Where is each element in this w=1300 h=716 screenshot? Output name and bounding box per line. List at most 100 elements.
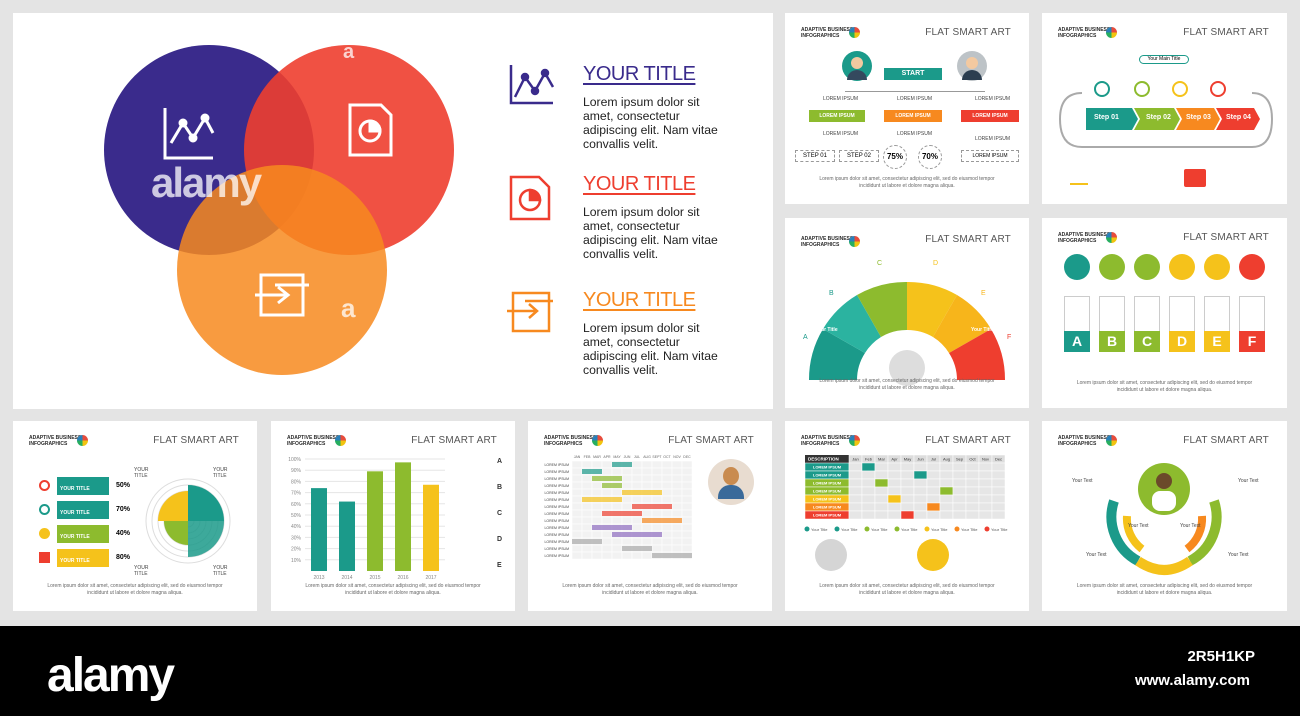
y-tick-label: 90% [291, 468, 302, 474]
matrix-cell [874, 486, 889, 496]
avatar [815, 539, 847, 571]
matrix-cell [848, 486, 863, 496]
gantt-cell [631, 481, 643, 490]
letter-box: A [1064, 331, 1090, 352]
matrix-month: Dec [995, 457, 1002, 462]
gantt-cell [631, 467, 643, 476]
avatar [1099, 254, 1125, 280]
matrix-cell [991, 470, 1006, 480]
legend-label: Your Title [871, 527, 888, 532]
letter-box: E [1204, 331, 1230, 352]
matrix-cell [900, 502, 915, 512]
gantt-cell [661, 474, 673, 483]
gantt-bar [602, 483, 622, 488]
matrix-cell [978, 470, 993, 480]
legend-dot [984, 526, 990, 532]
stock-url[interactable]: www.alamy.com [1134, 672, 1250, 689]
gantt-cell [681, 502, 693, 511]
matrix-cell [926, 478, 941, 488]
matrix-cell [874, 510, 889, 520]
avatar [957, 51, 987, 81]
avatar [1204, 254, 1230, 280]
gantt-slide: ADAPTIVE BUSINESS INFOGRAPHICS FLAT SMART… [528, 421, 772, 611]
x-tick-label: 2016 [397, 575, 408, 581]
corner-label: YOUR TITLE [134, 565, 149, 577]
matrix-cell [900, 486, 915, 496]
matrix-cell [900, 478, 915, 488]
gantt-cell [671, 460, 683, 469]
gantt-cell [661, 544, 673, 553]
gantt-cell [591, 460, 603, 469]
main-slide: alamy a a YOUR TITLE Lorem ipsum dolor s… [13, 13, 773, 409]
bar-chart: 100% 90% 80% 70% 60% 50% 40% 30% 20% 10% 2013 2014 2… [288, 457, 502, 581]
gantt-cell [571, 551, 583, 560]
matrix-cell [874, 502, 889, 512]
cycle-label: Your Text [1228, 552, 1249, 558]
gantt-cell [601, 516, 613, 525]
step-box: STEP 02 [839, 150, 879, 162]
matrix-cell [978, 510, 993, 520]
percent-value: 40% [116, 530, 131, 537]
percent-circle: 75% [883, 145, 907, 169]
matrix-cell [848, 494, 863, 504]
gantt-month: APR [603, 455, 611, 459]
matrix-cell [900, 470, 915, 480]
gantt-cell [571, 516, 583, 525]
legend-dot [954, 526, 960, 532]
matrix-month: Aug [943, 457, 950, 462]
gantt-cell [571, 502, 583, 511]
matrix-cell [900, 494, 915, 504]
gantt-bar [612, 532, 662, 537]
alarm-icon [39, 480, 50, 491]
percent-circle: 70% [918, 145, 942, 169]
matrix-month: Oct [969, 457, 976, 462]
matrix-cell [861, 478, 876, 488]
matrix-cell [991, 486, 1006, 496]
gantt-month: JUL [634, 455, 640, 459]
gantt-cell [641, 509, 653, 518]
item-title: YOUR TITLE [583, 289, 696, 311]
y-tick-label: 80% [291, 479, 302, 485]
matrix-cell [965, 486, 980, 496]
item-body: Lorem ipsum dolor sit amet, consectetur … [583, 205, 718, 261]
brand-logo-icon [77, 435, 88, 446]
gantt-row-label: LOREM IPSUM [544, 519, 569, 523]
image-id: 2R5H1KP [1187, 648, 1255, 665]
segment-letter: D [933, 260, 939, 267]
step-box: STEP 01 [795, 150, 835, 162]
segment-title: Your Title [971, 327, 994, 333]
percent-value: 70% [116, 506, 131, 513]
matrix-cell [952, 470, 967, 480]
home-icon [39, 552, 50, 563]
gantt-cell [631, 516, 643, 525]
matrix-cell [887, 494, 902, 504]
matrix-cell [939, 478, 954, 488]
gantt-cell [661, 495, 673, 504]
gantt-cell [651, 544, 663, 553]
matrix-cell [939, 470, 954, 480]
step-label: Step 04 [1226, 114, 1251, 121]
segment-letter: B [829, 290, 834, 297]
bulb-icon [39, 528, 50, 539]
gantt-cell [601, 544, 613, 553]
matrix-cell [952, 478, 967, 488]
gantt-bar [582, 497, 622, 502]
gantt-cell [651, 495, 663, 504]
item-title: YOUR TITLE [583, 173, 696, 195]
avatar [1169, 254, 1195, 280]
cycle-label: Your Text [1180, 523, 1201, 529]
matrix-month: Jun [917, 457, 923, 462]
matrix-cell [913, 462, 928, 472]
matrix-cell [848, 462, 863, 472]
gantt-cell [651, 537, 663, 546]
gantt-cell [681, 481, 693, 490]
radial-chart [145, 478, 231, 564]
slide-header: FLAT SMART ART [925, 435, 1011, 446]
x-tick-label: 2013 [313, 575, 324, 581]
gantt-cell [671, 502, 683, 511]
brand-label: ADAPTIVE BUSINESS INFOGRAPHICS [1058, 232, 1118, 244]
matrix-cell [978, 494, 993, 504]
gantt-cell [601, 537, 613, 546]
org-label: LOREM IPSUM [975, 136, 1011, 142]
exchange-arrows-icon [255, 273, 309, 317]
